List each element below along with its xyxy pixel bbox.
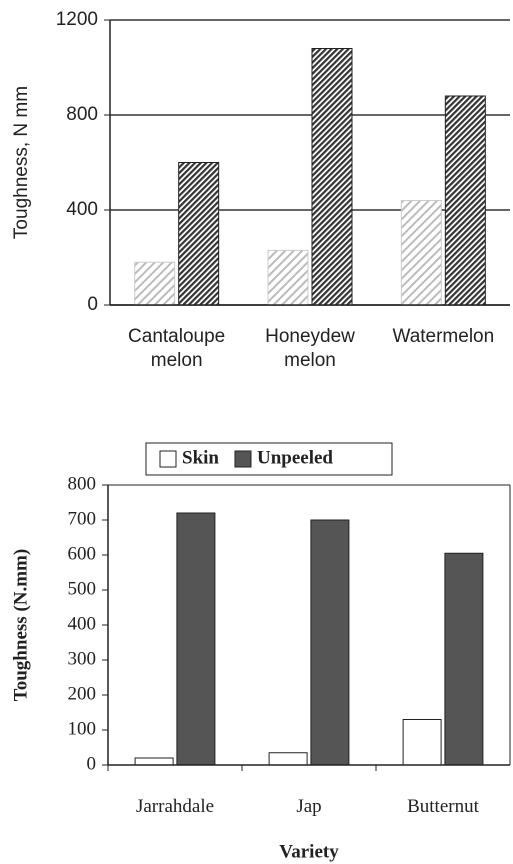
y-tick-label: 0 — [87, 294, 98, 315]
y-tick-label: 400 — [66, 199, 98, 220]
y-tick-label: 400 — [68, 613, 97, 634]
x-axis-label: Variety — [279, 841, 339, 862]
y-tick-label: 800 — [66, 104, 98, 125]
legend-label: Unpeeled — [257, 447, 333, 468]
y-axis-label: Toughness (N.mm) — [10, 549, 31, 701]
bar — [311, 48, 353, 306]
x-tick-label: Honeydew melon — [265, 326, 355, 371]
x-tick-label: Cantaloupe melon — [128, 326, 226, 371]
chart: 0 100 200 300 400 500 600 700 800 Toughness (N.mm… — [10, 442, 511, 862]
bar — [134, 757, 174, 766]
x-tick-label: Watermelon — [392, 326, 495, 347]
bar — [444, 95, 486, 306]
y-tick-label: 500 — [68, 578, 97, 599]
y-tick-label: 1200 — [56, 9, 98, 30]
bar — [134, 261, 176, 306]
x-tick-label: Butternut — [407, 796, 479, 817]
bar — [178, 162, 220, 306]
y-tick-label: 700 — [68, 508, 97, 529]
y-axis-label: Toughness, N mm — [11, 86, 32, 239]
y-tick-label: 0 — [87, 753, 97, 774]
chart: 0 400 800 1200 Toughness, N mm — [11, 9, 510, 315]
bar — [400, 200, 442, 306]
legend-swatch — [159, 450, 177, 468]
bar — [444, 552, 484, 766]
y-tick-label: 600 — [68, 543, 97, 564]
bar — [267, 249, 309, 306]
bar — [268, 752, 308, 766]
bar — [176, 512, 216, 766]
y-tick-label: 100 — [68, 718, 97, 739]
bar — [310, 519, 350, 766]
legend-label: Skin — [182, 447, 219, 468]
y-tick-label: 800 — [68, 473, 97, 494]
y-tick-label: 300 — [68, 648, 97, 669]
legend-swatch — [234, 450, 252, 468]
bar — [402, 719, 442, 766]
legend-frame — [145, 442, 393, 476]
x-tick-label: Jarrahdale — [135, 796, 215, 817]
y-tick-label: 200 — [68, 683, 97, 704]
x-tick-label: Jap — [296, 796, 322, 817]
